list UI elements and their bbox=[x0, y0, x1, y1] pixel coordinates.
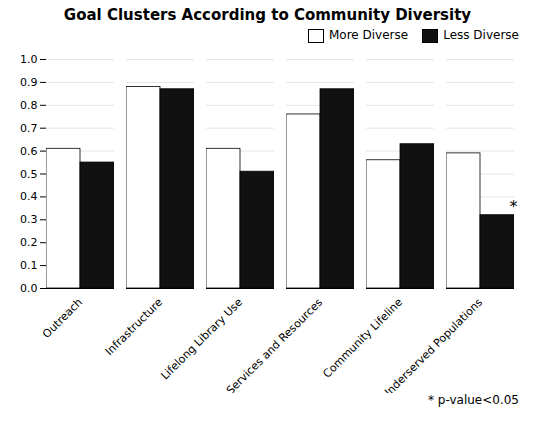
svg-text:0.0: 0.0 bbox=[20, 282, 38, 295]
svg-text:0.2: 0.2 bbox=[20, 236, 38, 249]
svg-text:0.1: 0.1 bbox=[20, 259, 38, 272]
svg-text:Outreach: Outreach bbox=[40, 295, 85, 340]
svg-text:0.8: 0.8 bbox=[20, 98, 38, 111]
svg-text:1.0: 1.0 bbox=[20, 53, 38, 66]
svg-text:0.5: 0.5 bbox=[20, 167, 38, 180]
html-text:More Diverse: More Diverse bbox=[329, 28, 409, 42]
html-text:Goal Clusters According to Com: Goal Clusters According to Community Div… bbox=[63, 6, 472, 24]
svg-text:0.7: 0.7 bbox=[20, 121, 38, 134]
svg-text:Underserved Populations: Underserved Populations bbox=[379, 295, 486, 392]
svg-text:*: * bbox=[510, 197, 518, 216]
svg-text:0.9: 0.9 bbox=[20, 75, 38, 88]
svg-text:Community Lifeline: Community Lifeline bbox=[320, 295, 405, 380]
svg-text:Services and Resources: Services and Resources bbox=[224, 295, 325, 392]
svg-text:Infrastructure: Infrastructure bbox=[103, 295, 166, 358]
svg-text:0.3: 0.3 bbox=[20, 213, 38, 226]
svg-text:Lifelong Library Use: Lifelong Library Use bbox=[158, 295, 245, 382]
svg-text:0.4: 0.4 bbox=[20, 190, 38, 203]
html-text:Less Diverse: Less Diverse bbox=[443, 28, 519, 42]
svg-text:0.6: 0.6 bbox=[20, 144, 38, 157]
html-text:* p-value<0.05: * p-value<0.05 bbox=[428, 392, 519, 407]
